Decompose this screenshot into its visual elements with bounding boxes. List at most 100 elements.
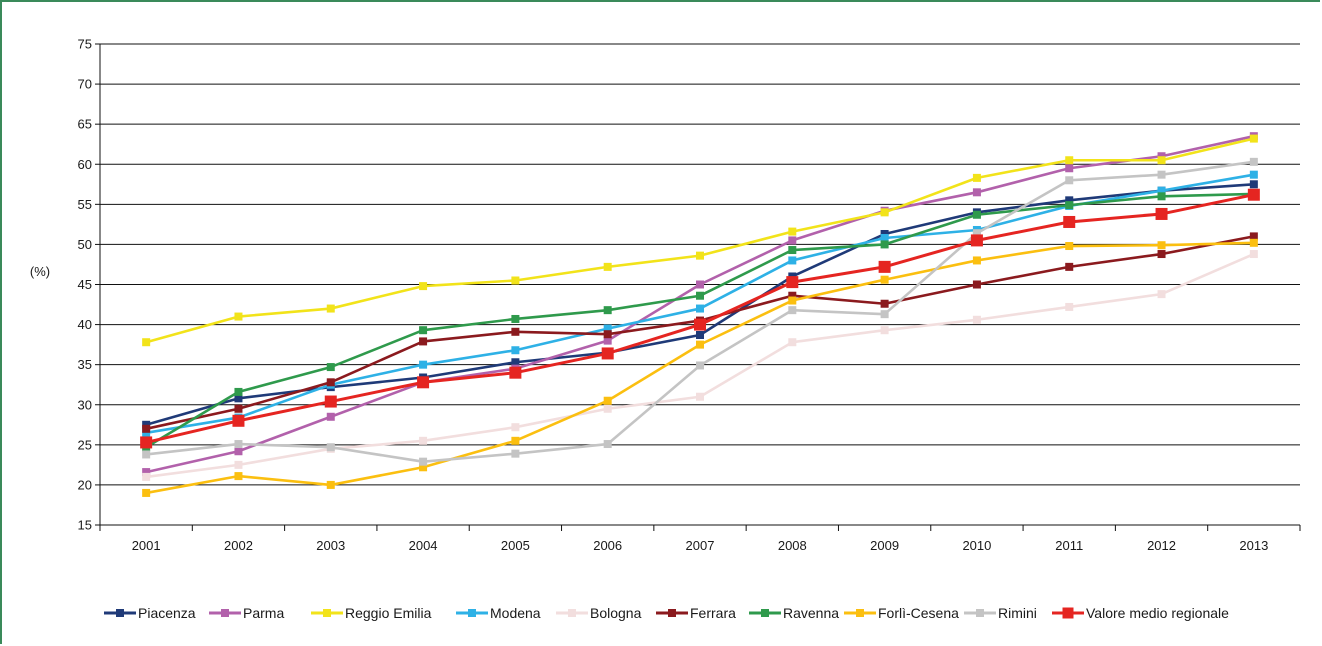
data-point [142,468,151,477]
data-point [326,443,335,452]
data-point [972,173,981,182]
data-point [419,463,428,472]
data-point [696,331,704,340]
data-point [1157,290,1166,299]
legend-label: Parma [243,605,284,621]
data-point [696,280,704,289]
data-point [511,327,520,336]
data-point [419,360,428,369]
data-point [880,234,889,243]
data-point [880,229,889,238]
data-point [142,472,151,481]
legend-marker [221,609,229,617]
series-6 [142,189,1258,452]
legend-marker [468,609,476,617]
legend-label: Ravenna [783,605,839,621]
data-point [972,229,981,238]
legend-item: Ferrara [656,605,736,621]
data-point [1249,134,1258,143]
series-8 [142,157,1258,466]
legend-marker [323,609,331,617]
data-point [1249,180,1258,189]
y-tick-label: 70 [78,77,92,92]
series-lines [140,132,1260,497]
data-point [603,404,612,413]
data-point [142,338,151,347]
data-point [234,460,243,469]
data-point [417,376,430,389]
data-point [142,428,151,437]
legend-marker [116,609,124,617]
data-point [1063,215,1076,228]
data-point [509,366,522,379]
data-point [1065,196,1074,205]
data-point [1249,250,1258,259]
data-point [234,404,243,413]
data-point [234,387,243,396]
legend-label: Forlì-Cesena [878,605,959,621]
data-point [696,251,704,260]
y-tick-label: 55 [78,197,92,212]
legend-marker [568,609,576,617]
legend-label: Valore medio regionale [1086,605,1229,621]
legend-label: Bologna [590,605,642,621]
series-9 [140,188,1260,449]
x-tick-label: 2011 [1055,538,1083,553]
data-point [788,236,797,245]
data-point [603,440,612,449]
data-point [788,338,797,347]
data-point [1065,201,1074,210]
data-point [603,330,612,339]
data-point [880,275,889,284]
x-tick-label: 2012 [1147,538,1176,553]
data-point [788,227,797,236]
data-point [142,420,151,429]
data-point [511,276,520,285]
data-point [788,246,797,255]
legend-item: Valore medio regionale [1052,605,1229,621]
x-axis-ticks: 2001 2002 2003 2004 2005 2006 2007 2008 2009 2010… [99,525,1301,553]
data-point [1249,157,1258,166]
data-point [696,340,704,349]
y-tick-label: 15 [78,518,92,533]
legend-item: Parma [209,605,284,621]
data-point [786,276,799,289]
data-point [788,296,797,305]
data-point [326,480,335,489]
data-point [1065,242,1074,251]
data-point [788,256,797,265]
legend-item: Ravenna [749,605,839,621]
legend-marker [856,609,864,617]
data-point [1157,192,1166,201]
data-point [696,291,704,300]
data-point [326,363,335,372]
data-point [1065,164,1074,173]
data-point [788,291,797,300]
y-tick-label: 20 [78,477,92,492]
data-point [880,208,889,217]
data-point [140,436,153,449]
x-tick-label: 2009 [870,538,899,553]
data-point [511,449,520,458]
data-point [419,337,428,346]
y-tick-label: 50 [78,237,92,252]
data-point [511,436,520,445]
legend: Piacenza Parma Reggio Emilia Modena Bologna F… [104,605,1229,621]
data-point [788,306,797,315]
data-point [234,440,243,449]
data-point [603,396,612,405]
data-point [972,280,981,289]
data-point [234,447,243,456]
data-point [603,306,612,315]
y-axis-ticks: 15 20 25 30 35 40 45 50 55 60 65 70 75 [78,37,100,533]
data-point [234,472,243,481]
y-tick-label: 60 [78,157,92,172]
legend-item: Modena [456,605,541,621]
legend-label: Rimini [998,605,1037,621]
data-point [1247,188,1260,201]
data-point [696,361,704,370]
data-point [142,488,151,497]
data-point [878,260,891,273]
legend-item: Reggio Emilia [311,605,432,621]
